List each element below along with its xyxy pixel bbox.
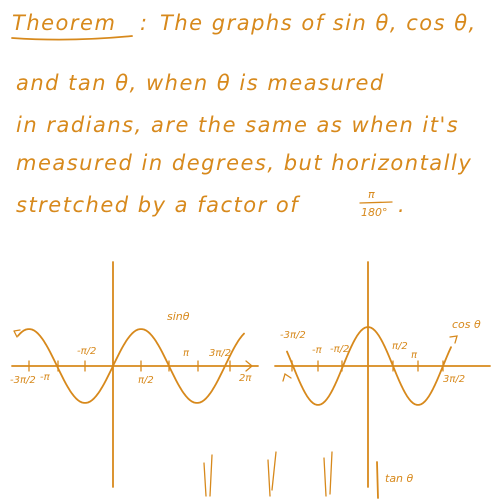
theorem-colon: : [140, 11, 149, 35]
theorem-line-2: and tan θ, when θ is measured [16, 71, 385, 95]
tan-curve-label: tan θ [385, 472, 414, 485]
cos-left-arrow [282, 372, 292, 382]
sin-tick-neg-pi: -π [40, 372, 51, 383]
theorem-line-1: The graphs of sin θ, cos θ, [160, 11, 477, 35]
sin-tick-pi-2: π/2 [138, 375, 154, 386]
cos-ticks [291, 360, 444, 372]
fraction-denominator: 180° [361, 206, 388, 219]
theorem-underline [11, 35, 133, 41]
theorem-line-3: in radians, are the same as when it's [16, 113, 459, 137]
cos-graph: cos θ -3π/2 -π -π/2 π/2 π 3π/2 [274, 261, 491, 488]
sin-curve [17, 328, 245, 404]
cos-right-arrow [449, 335, 458, 344]
fraction-bar [359, 201, 393, 204]
sin-left-arrow [13, 329, 21, 338]
cos-tick-neg-pi: -π [312, 345, 323, 356]
sin-right-arrow [245, 360, 254, 372]
cos-tick-pi: π [411, 350, 418, 361]
cos-tick-pi-2: π/2 [392, 341, 408, 352]
sin-tick-neg-3pi-2: -3π/2 [10, 375, 36, 386]
theorem-heading: Theorem [12, 11, 116, 35]
sin-tick-2pi: 2π [239, 373, 252, 384]
theorem-period: . [398, 193, 406, 217]
sin-tick-neg-pi-2: -π/2 [77, 346, 96, 357]
tan-asymptote-pair-2 [267, 451, 277, 497]
cos-tick-3pi-2: 3π/2 [443, 374, 465, 385]
cos-tick-neg-3pi-2: -3π/2 [280, 330, 306, 341]
cos-tick-neg-pi-2: -π/2 [330, 344, 349, 355]
sin-tick-pi: π [183, 348, 190, 359]
tan-graph: tan θ [203, 451, 414, 499]
tan-branch [376, 461, 379, 499]
theorem-text: Theorem : The graphs of sin θ, cos θ, an… [11, 11, 477, 219]
tan-asymptote-pair-3 [323, 451, 333, 497]
sin-tick-3pi-2: 3π/2 [209, 348, 231, 359]
stretch-factor-fraction: π 180° [359, 188, 393, 219]
sin-ticks [28, 360, 231, 372]
fraction-numerator: π [368, 188, 375, 201]
sin-curve-label: sinθ [167, 310, 190, 323]
theorem-line-4: measured in degrees, but horizontally [16, 151, 472, 175]
sin-graph: sinθ -3π/2 -π -π/2 π/2 π 3π/2 2π [10, 261, 259, 488]
cos-curve-label: cos θ [452, 318, 481, 331]
tan-asymptote-pair-1 [203, 454, 213, 497]
cos-curve [286, 326, 452, 406]
theorem-line-5: stretched by a factor of [16, 193, 301, 217]
